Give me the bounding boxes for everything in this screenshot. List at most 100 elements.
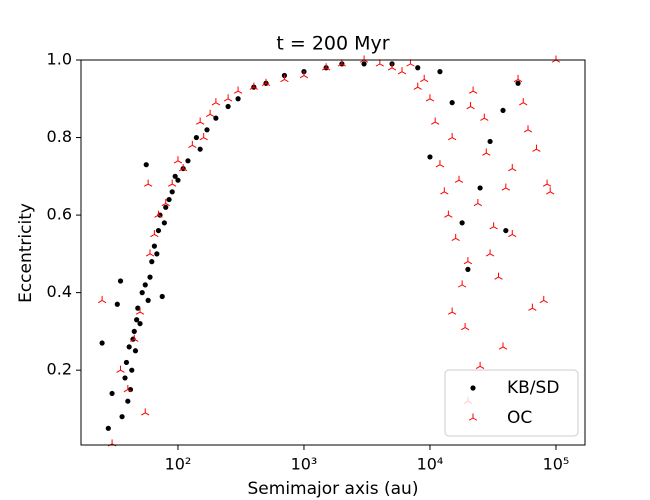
point bbox=[155, 227, 162, 234]
point bbox=[139, 290, 145, 296]
legend-label: OC bbox=[507, 408, 532, 428]
point bbox=[132, 348, 139, 354]
point bbox=[361, 61, 367, 67]
point bbox=[482, 148, 491, 156]
point bbox=[225, 103, 231, 110]
point bbox=[135, 307, 145, 315]
point bbox=[451, 233, 460, 242]
point bbox=[166, 196, 172, 203]
x-tick-label: 10⁵ bbox=[543, 455, 570, 474]
point bbox=[494, 272, 503, 280]
point bbox=[447, 307, 457, 315]
point bbox=[437, 69, 443, 75]
point bbox=[420, 74, 429, 83]
point bbox=[500, 107, 506, 114]
point bbox=[459, 220, 465, 226]
point bbox=[235, 96, 241, 102]
point bbox=[503, 227, 509, 234]
point bbox=[261, 78, 271, 86]
point bbox=[179, 164, 188, 172]
point bbox=[528, 303, 537, 311]
point bbox=[119, 414, 125, 420]
point bbox=[161, 198, 170, 207]
point bbox=[126, 344, 132, 350]
y-tick-label: 0.8 bbox=[47, 127, 72, 146]
x-tick-label: 10² bbox=[165, 455, 192, 474]
point bbox=[415, 65, 421, 71]
point bbox=[449, 100, 455, 106]
point bbox=[149, 259, 155, 265]
point bbox=[168, 179, 177, 187]
point bbox=[466, 102, 475, 110]
y-tick-label: 0.2 bbox=[47, 360, 72, 379]
point bbox=[99, 340, 105, 346]
chart-title: t = 200 Myr bbox=[276, 33, 389, 55]
point bbox=[498, 342, 508, 350]
point bbox=[211, 98, 221, 106]
point bbox=[435, 160, 445, 168]
point bbox=[387, 63, 397, 71]
legend-marker bbox=[468, 413, 478, 421]
point bbox=[117, 278, 124, 284]
point bbox=[154, 210, 163, 218]
x-axis-label: Semimajor axis (au) bbox=[248, 479, 419, 499]
point bbox=[463, 257, 473, 265]
legend-box bbox=[444, 369, 579, 437]
point bbox=[542, 179, 552, 187]
point bbox=[249, 82, 258, 90]
point bbox=[147, 274, 153, 280]
point bbox=[129, 367, 135, 373]
point bbox=[125, 398, 131, 404]
x-tick-label: 10³ bbox=[291, 455, 318, 474]
point bbox=[519, 98, 528, 106]
point bbox=[161, 220, 167, 226]
point bbox=[169, 189, 175, 195]
point bbox=[172, 173, 178, 179]
point bbox=[137, 321, 143, 327]
point bbox=[508, 164, 517, 172]
point bbox=[299, 71, 309, 79]
point bbox=[440, 187, 449, 195]
point bbox=[130, 334, 139, 342]
point bbox=[487, 138, 493, 145]
point bbox=[546, 187, 555, 195]
point bbox=[523, 125, 533, 133]
point bbox=[321, 63, 331, 71]
point bbox=[131, 328, 137, 334]
point bbox=[163, 204, 169, 210]
point bbox=[151, 243, 157, 249]
point bbox=[485, 249, 495, 257]
point bbox=[159, 293, 165, 300]
point bbox=[515, 80, 521, 86]
point bbox=[223, 94, 233, 102]
point bbox=[123, 385, 132, 393]
point bbox=[195, 117, 205, 125]
y-tick-label: 0.4 bbox=[47, 282, 72, 301]
point bbox=[457, 280, 467, 288]
point bbox=[142, 282, 148, 288]
point bbox=[175, 177, 181, 183]
point bbox=[150, 229, 159, 238]
point bbox=[154, 251, 160, 257]
x-tick-label: 10⁴ bbox=[417, 455, 444, 474]
point bbox=[532, 144, 541, 152]
point bbox=[447, 133, 457, 141]
point bbox=[465, 266, 471, 272]
point bbox=[145, 297, 151, 303]
point bbox=[141, 408, 150, 416]
point bbox=[501, 183, 510, 191]
point bbox=[116, 365, 125, 373]
point bbox=[135, 305, 141, 311]
point bbox=[114, 301, 120, 307]
point bbox=[460, 323, 470, 331]
point bbox=[431, 117, 440, 125]
point bbox=[199, 133, 208, 141]
point bbox=[473, 198, 483, 207]
point bbox=[508, 229, 517, 238]
point bbox=[454, 175, 464, 183]
point bbox=[204, 127, 210, 133]
point bbox=[444, 210, 453, 218]
point bbox=[475, 361, 485, 369]
point bbox=[359, 55, 369, 63]
